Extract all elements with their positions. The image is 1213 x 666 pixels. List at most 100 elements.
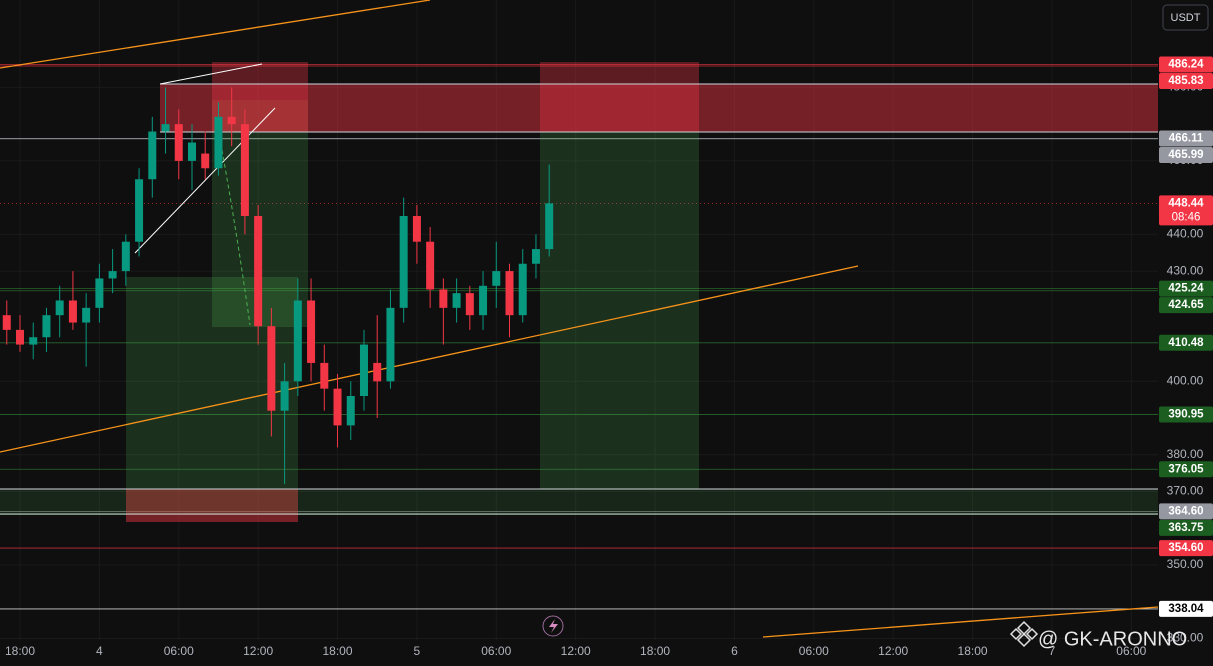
price-tag-label: 448.44 bbox=[1168, 197, 1204, 209]
replay-icon[interactable] bbox=[542, 615, 564, 637]
candle-body bbox=[82, 307, 91, 323]
candle-body bbox=[412, 216, 421, 242]
candle-body bbox=[135, 179, 144, 242]
replay-button[interactable] bbox=[542, 615, 564, 637]
candle-body bbox=[399, 216, 408, 308]
candle-body bbox=[16, 329, 24, 345]
x-tick-label: 18:00 bbox=[5, 644, 35, 658]
price-tag bbox=[1159, 406, 1213, 423]
price-tag-label: 354.60 bbox=[1168, 542, 1203, 554]
price-tag-label: 376.05 bbox=[1168, 463, 1204, 475]
watermark-text: @ GK-ARONNO bbox=[1038, 628, 1187, 650]
trend-line bbox=[762, 606, 1159, 638]
candle-body bbox=[148, 131, 157, 180]
trend-line bbox=[0, 0, 431, 69]
x-tick-label: 18:00 bbox=[323, 644, 353, 658]
long-stop-zone bbox=[126, 489, 298, 522]
candle-body bbox=[386, 307, 395, 382]
candle-body bbox=[479, 285, 488, 316]
x-tick-label: 06:00 bbox=[481, 644, 511, 658]
candles bbox=[2, 87, 554, 485]
candle-body bbox=[320, 362, 329, 389]
x-tick-label: 4 bbox=[96, 644, 103, 658]
candle-body bbox=[29, 337, 38, 345]
price-tag bbox=[1159, 540, 1213, 557]
candle-body bbox=[201, 153, 210, 169]
demand-zone bbox=[0, 489, 1158, 514]
y-tick-label: 400.00 bbox=[1167, 373, 1204, 387]
candle-body bbox=[2, 315, 11, 330]
price-tag bbox=[1159, 73, 1213, 90]
candle-body bbox=[492, 271, 501, 286]
currency-label: USDT bbox=[1171, 12, 1201, 24]
candle-body bbox=[439, 289, 448, 308]
price-tag bbox=[1159, 56, 1213, 73]
x-tick-label: 6 bbox=[731, 644, 738, 658]
price-tag bbox=[1159, 146, 1213, 163]
candle-body bbox=[240, 124, 249, 216]
price-tag bbox=[1159, 280, 1213, 297]
candle-body bbox=[68, 300, 77, 323]
short-stop-zone bbox=[540, 62, 699, 132]
candle-body bbox=[426, 241, 435, 290]
x-tick-label: 06:00 bbox=[1116, 644, 1146, 658]
candle-body bbox=[55, 300, 64, 316]
projection-path bbox=[221, 149, 251, 326]
price-tag bbox=[1159, 195, 1213, 226]
candle-body bbox=[373, 362, 382, 382]
candle-body bbox=[280, 381, 289, 411]
price-tag-label: 338.04 bbox=[1168, 603, 1204, 615]
x-tick-label: 12:00 bbox=[561, 644, 591, 658]
candle-body bbox=[227, 116, 236, 125]
y-tick-label: 440.00 bbox=[1167, 227, 1204, 241]
candle-body bbox=[187, 142, 196, 161]
y-tick-label: 350.00 bbox=[1167, 557, 1204, 571]
price-tag-label: 363.75 bbox=[1168, 522, 1204, 534]
drawings bbox=[0, 0, 1159, 638]
x-tick-label: 7 bbox=[1049, 644, 1056, 658]
price-tag-label: 425.24 bbox=[1168, 283, 1204, 295]
price-tag-label: 486.24 bbox=[1168, 59, 1204, 71]
logo bbox=[1009, 620, 1039, 648]
currency-button[interactable] bbox=[1162, 4, 1209, 31]
wedge-line bbox=[134, 107, 276, 254]
price-tag bbox=[1159, 600, 1213, 617]
x-tick-label: 12:00 bbox=[878, 644, 908, 658]
candle-body bbox=[121, 241, 130, 272]
x-tick-label: 12:00 bbox=[243, 644, 273, 658]
price-tag-label: 390.95 bbox=[1168, 409, 1204, 421]
candle-body bbox=[346, 396, 355, 426]
x-tick-label: 18:00 bbox=[640, 644, 670, 658]
price-tag-label: 465.99 bbox=[1168, 149, 1203, 161]
candle-body bbox=[307, 300, 316, 363]
price-tag bbox=[1159, 297, 1213, 314]
candle-body bbox=[359, 344, 368, 396]
replay-bolt bbox=[549, 619, 558, 633]
x-tick-label: 5 bbox=[414, 644, 421, 658]
trend-line bbox=[0, 265, 859, 453]
price-tag-label: 410.48 bbox=[1168, 337, 1204, 349]
candle-body bbox=[545, 203, 554, 250]
price-tag bbox=[1159, 461, 1213, 478]
price-tag bbox=[1159, 519, 1213, 536]
candle-body bbox=[518, 263, 527, 316]
candle-body bbox=[333, 388, 342, 426]
price-tag bbox=[1159, 503, 1213, 520]
candle-body bbox=[531, 249, 540, 264]
x-tick-label: 06:00 bbox=[164, 644, 194, 658]
candle-body bbox=[95, 278, 104, 308]
wedge-line bbox=[159, 63, 263, 85]
x-tick-label: 06:00 bbox=[799, 644, 829, 658]
price-tag-label: 485.83 bbox=[1168, 75, 1203, 87]
y-tick-label: 330.00 bbox=[1167, 631, 1204, 645]
candle-body bbox=[505, 271, 514, 316]
countdown-label: 08:46 bbox=[1172, 211, 1201, 223]
price-tag-label: 364.60 bbox=[1168, 505, 1203, 517]
candle-body bbox=[465, 293, 474, 316]
candle-body bbox=[254, 216, 263, 327]
candle-body bbox=[452, 293, 461, 308]
supply-zone bbox=[160, 84, 1158, 132]
price-tag-label: 466.11 bbox=[1169, 132, 1204, 144]
